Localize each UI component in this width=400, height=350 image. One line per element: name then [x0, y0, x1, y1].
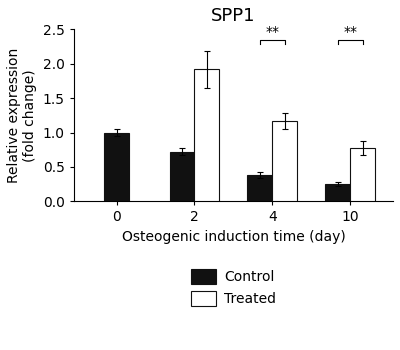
Bar: [272, 121, 297, 201]
Y-axis label: Relative expression
(fold change): Relative expression (fold change): [7, 48, 37, 183]
Legend: Control, Treated: Control, Treated: [185, 264, 282, 312]
Bar: [325, 184, 350, 201]
Title: SPP1: SPP1: [211, 7, 256, 25]
Bar: [248, 175, 272, 201]
Bar: [194, 69, 219, 201]
Bar: [104, 133, 129, 201]
Bar: [170, 152, 194, 201]
Bar: [350, 148, 375, 201]
Text: **: **: [343, 25, 357, 39]
Text: **: **: [265, 25, 279, 39]
X-axis label: Osteogenic induction time (day): Osteogenic induction time (day): [122, 230, 345, 244]
